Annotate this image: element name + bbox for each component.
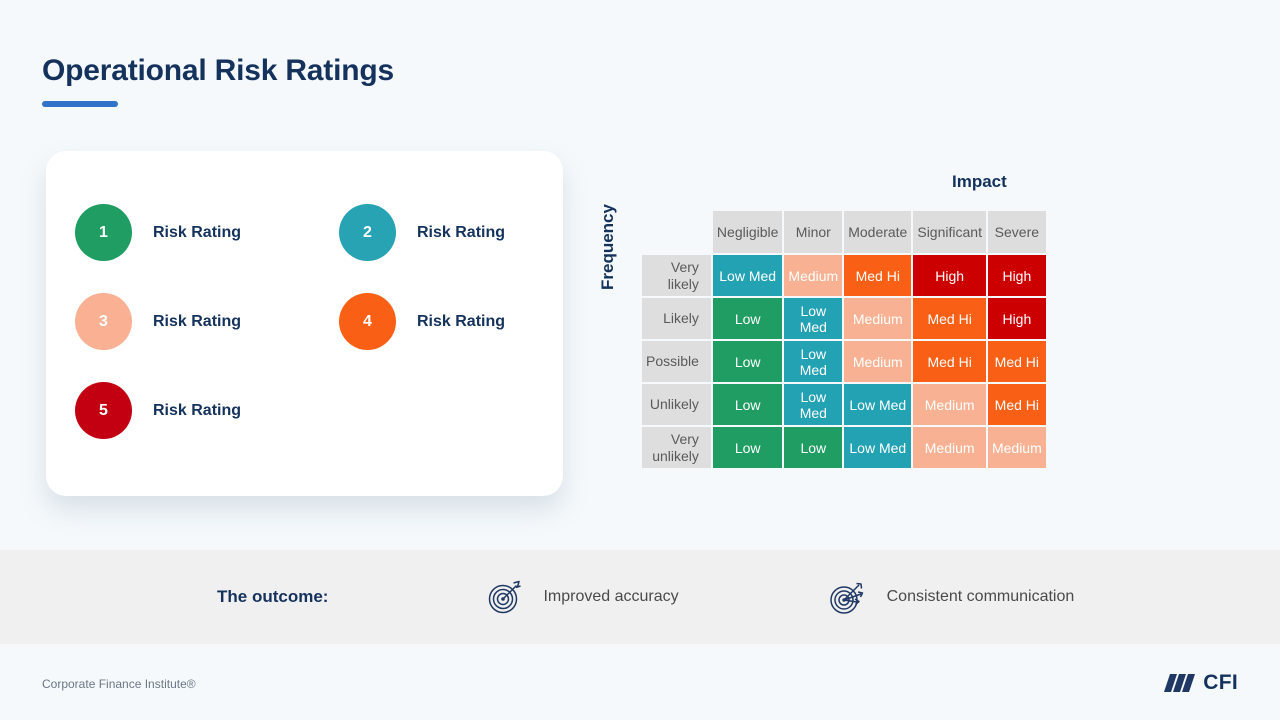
matrix-cell: High: [913, 255, 986, 296]
table-row: Very likely Low Med Medium Med Hi High H…: [642, 255, 1046, 296]
page-title: Operational Risk Ratings: [42, 54, 394, 87]
outcome-label-2: Consistent communication: [886, 588, 1075, 605]
matrix-cell: Low: [784, 427, 843, 468]
list-item[interactable]: 3 Risk Rating: [75, 293, 241, 350]
matrix-cell: Med Hi: [913, 298, 986, 339]
page-title-block: Operational Risk Ratings: [42, 52, 394, 107]
matrix-body: Very likely Low Med Medium Med Hi High H…: [642, 255, 1046, 468]
column-header-moderate: Moderate: [844, 211, 912, 253]
matrix-cell: Low: [712, 384, 783, 425]
matrix-cell: Low Med: [784, 341, 843, 382]
rating-badge-1: 1: [75, 204, 132, 261]
matrix-cell: Med Hi: [987, 384, 1046, 425]
matrix-cell: Low: [712, 298, 783, 339]
rating-label-1: Risk Rating: [153, 223, 242, 241]
matrix-cell: Medium: [987, 427, 1046, 468]
rating-label-2: Risk Rating: [417, 223, 506, 241]
matrix-cell: Med Hi: [913, 341, 986, 382]
matrix-cell: Low Med: [784, 384, 843, 425]
cfi-logo-text: CFI: [1203, 671, 1238, 694]
outcome-bar: The outcome: Improved accuracy: [0, 550, 1280, 644]
matrix-cell: Low Med: [784, 298, 843, 339]
outcome-item-improved-accuracy: Improved accuracy: [483, 575, 679, 619]
row-header-possible: Possible: [642, 341, 711, 382]
outcome-title: The outcome:: [217, 587, 329, 606]
matrix-cell: Medium: [913, 427, 986, 468]
row-header-very-unlikely: Very unlikely: [642, 427, 711, 468]
risk-matrix-table: Negligible Minor Moderate Significant Se…: [640, 209, 1048, 470]
risk-ratings-list: 1 Risk Rating 2 Risk Rating 3 Risk Ratin…: [46, 151, 563, 496]
column-header-negligible: Negligible: [712, 211, 783, 253]
list-item[interactable]: 5 Risk Rating: [75, 382, 241, 439]
impact-axis-title: Impact: [952, 172, 1007, 191]
table-row: Possible Low Low Med Medium Med Hi Med H…: [642, 341, 1046, 382]
matrix-cell: Medium: [913, 384, 986, 425]
matrix-cell: Medium: [844, 341, 912, 382]
matrix-cell: Med Hi: [844, 255, 912, 296]
matrix-cell: Low Med: [844, 427, 912, 468]
list-item[interactable]: 2 Risk Rating: [339, 204, 505, 261]
list-item[interactable]: 1 Risk Rating: [75, 204, 241, 261]
table-row: Negligible Minor Moderate Significant Se…: [642, 211, 1046, 253]
matrix-cell: Low: [712, 341, 783, 382]
outcome-content: The outcome: Improved accuracy: [0, 550, 1280, 644]
rating-badge-5: 5: [75, 382, 132, 439]
cfi-logo: CFI: [1164, 671, 1238, 695]
target-single-arrow-icon: [483, 575, 527, 619]
rating-label-4: Risk Rating: [417, 312, 506, 330]
matrix-cell: Low Med: [712, 255, 783, 296]
rating-badge-4: 4: [339, 293, 396, 350]
table-row: Likely Low Low Med Medium Med Hi High: [642, 298, 1046, 339]
rating-badge-2: 2: [339, 204, 396, 261]
rating-badge-3: 3: [75, 293, 132, 350]
matrix-cell: Medium: [784, 255, 843, 296]
matrix-cell: High: [987, 298, 1046, 339]
matrix-cell: Low: [712, 427, 783, 468]
rating-label-5: Risk Rating: [153, 401, 242, 419]
matrix-cell: Low Med: [844, 384, 912, 425]
column-header-severe: Severe: [987, 211, 1046, 253]
cfi-bars-icon: [1164, 672, 1198, 694]
outcome-label-1: Improved accuracy: [543, 588, 679, 605]
table-row: Very unlikely Low Low Low Med Medium Med…: [642, 427, 1046, 468]
rating-label-3: Risk Rating: [153, 312, 242, 330]
matrix-cell: Med Hi: [987, 341, 1046, 382]
frequency-axis-title: Frequency: [598, 204, 617, 290]
row-header-unlikely: Unlikely: [642, 384, 711, 425]
outcome-item-consistent-communication: Consistent communication: [827, 575, 1075, 619]
column-header-minor: Minor: [784, 211, 843, 253]
target-multi-arrow-icon: [827, 575, 871, 619]
table-row: Unlikely Low Low Med Low Med Medium Med …: [642, 384, 1046, 425]
matrix-cell: Medium: [844, 298, 912, 339]
footer: Corporate Finance Institute® CFI: [0, 644, 1280, 720]
risk-ratings-card: 1 Risk Rating 2 Risk Rating 3 Risk Ratin…: [46, 151, 563, 496]
matrix-corner-cell: [642, 211, 711, 253]
row-header-very-likely: Very likely: [642, 255, 711, 296]
title-underline-rule: [42, 100, 118, 107]
matrix-header: Negligible Minor Moderate Significant Se…: [642, 211, 1046, 253]
footer-copyright: Corporate Finance Institute®: [42, 677, 196, 691]
list-item[interactable]: 4 Risk Rating: [339, 293, 505, 350]
matrix-cell: High: [987, 255, 1046, 296]
row-header-likely: Likely: [642, 298, 711, 339]
column-header-significant: Significant: [913, 211, 986, 253]
